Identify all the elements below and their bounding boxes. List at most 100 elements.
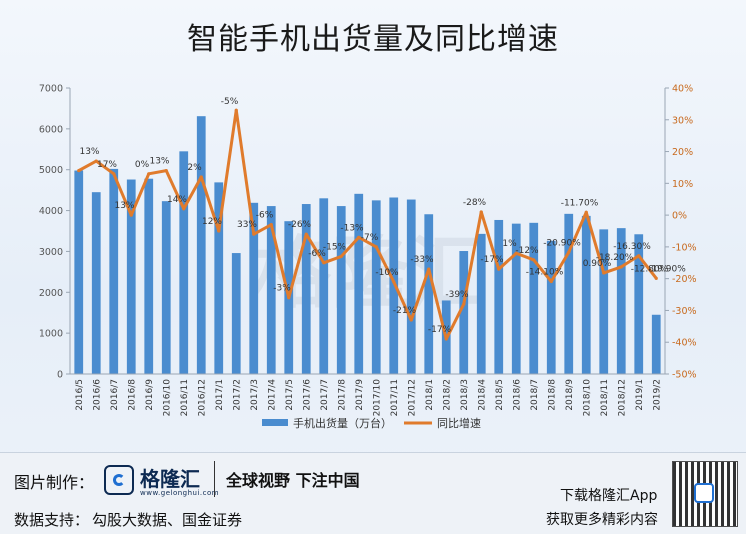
growth-data-label: 2% <box>187 163 202 173</box>
growth-point <box>339 254 343 259</box>
x-tick-label: 2018/8 <box>547 379 557 411</box>
growth-data-label: 13% <box>149 157 169 167</box>
growth-data-label: -6% <box>256 211 274 221</box>
x-tick-label: 2019/2 <box>652 379 662 411</box>
slogan: 全球视野 下注中国 <box>226 471 360 490</box>
bar <box>459 251 469 374</box>
growth-data-label: -7% <box>361 233 379 243</box>
more-text: 获取更多精彩内容 <box>546 512 658 528</box>
x-tick-label: 2016/6 <box>92 379 102 411</box>
bar <box>266 206 276 374</box>
source-text: 勾股大数据、国金证券 <box>92 511 243 529</box>
right-tick-label: 10% <box>672 179 693 190</box>
growth-point <box>637 254 641 258</box>
bar <box>249 202 259 374</box>
left-tick-label: 4000 <box>39 206 63 217</box>
x-tick-label: 2017/11 <box>390 379 400 416</box>
bar <box>301 204 311 374</box>
x-tick-label: 2016/9 <box>145 379 155 411</box>
x-tick-label: 2018/3 <box>460 379 470 411</box>
growth-data-label: 13% <box>79 147 99 157</box>
bar <box>389 197 399 374</box>
x-tick-label: 2016/8 <box>127 379 137 411</box>
brand-domain: www.gelonghui.com <box>140 489 220 497</box>
bar <box>599 229 609 374</box>
growth-data-label: -33% <box>410 255 434 265</box>
x-tick-label: 2016/11 <box>180 379 190 416</box>
bar <box>319 198 329 374</box>
growth-point <box>129 213 133 217</box>
growth-point <box>619 265 623 269</box>
x-tick-label: 2018/7 <box>530 379 540 411</box>
growth-point <box>234 108 238 112</box>
growth-point <box>147 172 151 176</box>
growth-point <box>514 251 518 255</box>
growth-data-label: 17% <box>97 160 117 170</box>
growth-point <box>182 207 186 211</box>
gelonghui-logo-icon <box>104 465 134 495</box>
bar <box>616 228 626 374</box>
bar <box>546 240 556 374</box>
x-tick-label: 2017/10 <box>372 379 382 417</box>
bar <box>336 206 346 374</box>
legend-bar-swatch <box>262 419 288 426</box>
right-tick-label: -40% <box>672 338 697 349</box>
x-tick-label: 2017/4 <box>267 379 277 411</box>
growth-point <box>374 245 378 249</box>
footer: 图片制作： 格隆汇 www.gelonghui.com 全球视野 下注中国 数据… <box>0 452 746 534</box>
source-label: 数据支持： <box>14 511 90 529</box>
x-tick-label: 2018/2 <box>442 379 452 411</box>
growth-point <box>252 232 256 236</box>
growth-point <box>602 271 606 275</box>
growth-point <box>217 229 221 233</box>
growth-point <box>479 210 483 214</box>
x-tick-label: 2018/5 <box>495 379 505 411</box>
bar <box>424 214 434 374</box>
growth-data-label: -21% <box>393 306 417 316</box>
x-tick-label: 2018/12 <box>617 379 627 416</box>
x-tick-label: 2017/5 <box>285 379 295 411</box>
right-tick-label: -50% <box>672 370 697 381</box>
growth-point <box>304 232 308 236</box>
growth-point <box>94 159 98 163</box>
bar <box>529 222 539 374</box>
growth-data-label: -3% <box>273 284 291 294</box>
growth-point <box>77 169 81 173</box>
growth-data-label: -14.10% <box>526 268 564 278</box>
x-tick-label: 2018/6 <box>512 379 522 411</box>
growth-data-label: -16.30% <box>613 242 651 252</box>
growth-data-label: -12% <box>515 246 539 256</box>
growth-data-label: 33% <box>237 220 257 230</box>
growth-point <box>532 258 536 262</box>
growth-point <box>497 267 501 271</box>
qr-code-icon[interactable] <box>672 461 738 527</box>
growth-point <box>427 267 431 271</box>
growth-data-label: -20.90% <box>543 238 581 248</box>
growth-point <box>269 223 273 227</box>
bar <box>354 193 364 374</box>
growth-point <box>567 250 571 254</box>
left-tick-label: 2000 <box>39 288 63 299</box>
right-tick-label: 40% <box>672 84 693 95</box>
chart-svg: 格隆汇 01000200030004000500060007000-50%-40… <box>39 84 697 431</box>
bar <box>634 234 644 374</box>
growth-data-label: -19.90% <box>648 264 686 274</box>
right-tick-label: 20% <box>672 147 693 158</box>
x-tick-label: 2016/5 <box>75 379 85 411</box>
growth-data-label: 0% <box>135 160 150 170</box>
bar <box>406 199 416 374</box>
growth-data-label: 13% <box>114 201 134 211</box>
growth-data-label: -17% <box>480 255 504 265</box>
bar <box>196 116 206 374</box>
growth-data-label: -13% <box>340 223 364 233</box>
bar <box>126 179 136 374</box>
qr-logo-icon <box>694 483 714 503</box>
x-tick-label: 2018/11 <box>600 379 610 416</box>
bar <box>231 253 241 374</box>
growth-data-label: -15% <box>323 242 347 252</box>
left-tick-label: 6000 <box>39 124 63 135</box>
x-tick-label: 2017/1 <box>215 379 225 411</box>
right-tick-label: -30% <box>672 306 697 317</box>
bar <box>179 151 189 374</box>
bar <box>161 201 171 374</box>
